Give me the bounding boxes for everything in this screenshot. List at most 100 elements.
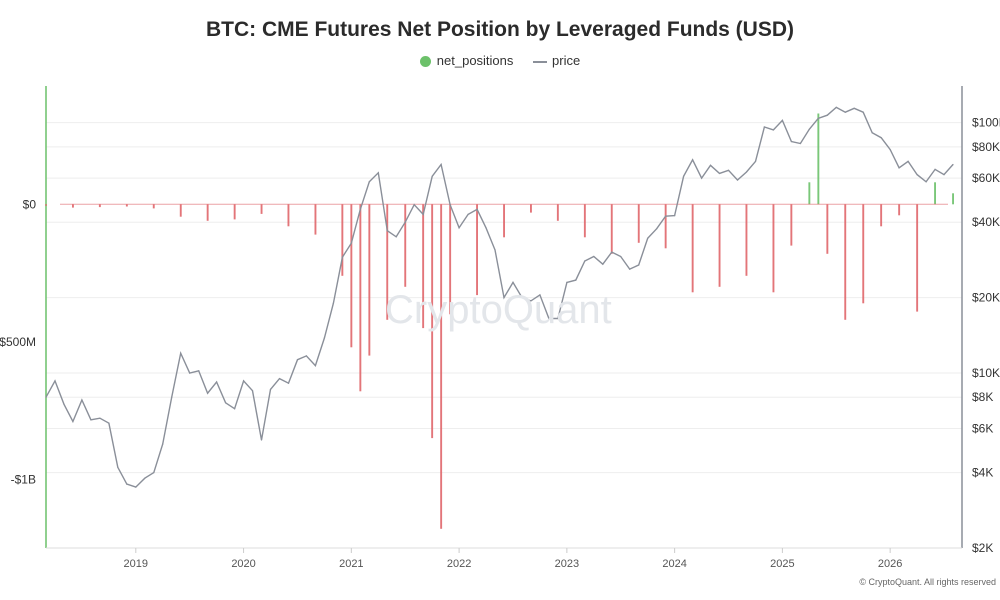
price-point-61 — [593, 255, 595, 258]
price-point-42 — [422, 213, 424, 215]
price-point-100 — [943, 174, 945, 176]
net-position-bar-38 — [862, 204, 865, 304]
right-tick-label-8: $80K — [972, 140, 1000, 154]
price-point-72 — [692, 159, 694, 161]
x-tick-label-2: 2021 — [339, 558, 363, 570]
price-point-8 — [117, 466, 119, 468]
net-position-bar-14 — [368, 204, 371, 356]
price-point-4 — [81, 399, 83, 401]
net-position-bar-16 — [404, 204, 407, 287]
x-tick-label-7: 2026 — [878, 558, 902, 570]
net-position-bar-15 — [386, 204, 389, 320]
price-point-19 — [216, 381, 218, 383]
price-point-57 — [557, 317, 559, 320]
price-point-84 — [799, 142, 802, 145]
legend-price[interactable]: price — [533, 53, 580, 68]
net-position-bar-43 — [952, 193, 954, 205]
price-point-3 — [72, 420, 74, 423]
price-point-97 — [916, 174, 918, 176]
price-point-53 — [521, 297, 523, 299]
net-position-bar-20 — [449, 204, 452, 315]
price-point-1 — [54, 380, 56, 382]
left-tick-label-2: -$1B — [11, 472, 36, 486]
price-point-11 — [144, 477, 146, 479]
net-positions-bars — [45, 113, 954, 529]
price-point-32 — [332, 302, 334, 304]
price-point-20 — [225, 402, 227, 404]
price-point-88 — [835, 106, 837, 108]
price-point-85 — [808, 128, 810, 130]
net-position-bar-27 — [637, 204, 640, 243]
price-point-79 — [754, 160, 757, 162]
gridlines — [46, 122, 962, 549]
price-point-16 — [189, 372, 191, 374]
net-position-bar-35 — [817, 113, 820, 205]
legend: net_positions price — [0, 52, 1000, 68]
price-point-37 — [377, 172, 379, 174]
net-position-bar-17 — [422, 204, 425, 329]
net-position-bar-11 — [341, 204, 344, 276]
x-tick-label-3: 2022 — [447, 558, 471, 570]
net-position-bar-33 — [790, 204, 793, 246]
price-point-94 — [889, 149, 891, 151]
net-position-bar-28 — [664, 204, 667, 249]
price-point-5 — [90, 419, 92, 421]
price-point-54 — [530, 300, 532, 302]
price-point-2 — [63, 403, 65, 405]
net-position-bar-22 — [503, 204, 505, 238]
price-point-92 — [871, 132, 873, 134]
price-point-99 — [934, 168, 936, 170]
net-position-bar-13 — [359, 204, 362, 392]
price-point-56 — [548, 317, 550, 320]
price-point-13 — [162, 443, 164, 445]
price-point-39 — [395, 236, 397, 238]
net-position-bar-6 — [206, 204, 209, 221]
net-position-bar-39 — [880, 204, 883, 227]
price-point-89 — [844, 111, 846, 113]
price-line — [45, 106, 954, 488]
price-point-95 — [898, 167, 900, 169]
price-point-51 — [503, 297, 505, 299]
net-position-bar-18 — [431, 204, 434, 439]
price-point-36 — [368, 181, 370, 183]
right-tick-label-3: $8K — [972, 390, 993, 404]
net-position-bar-37 — [844, 204, 847, 320]
x-axis-ticks: 2019 2020 2021 2022 2023 2024 2025 2026 — [124, 548, 902, 570]
net-position-bar-10 — [314, 204, 317, 235]
net-position-bar-29 — [691, 204, 694, 293]
right-tick-label-2: $6K — [972, 422, 993, 436]
net-position-bar-0 — [45, 204, 47, 206]
price-point-74 — [709, 164, 712, 166]
net-position-bar-26 — [610, 204, 613, 254]
legend-net-positions-swatch — [419, 56, 431, 68]
price-point-93 — [880, 137, 882, 139]
right-tick-label-9: $100K — [972, 116, 1000, 130]
right-tick-label-7: $60K — [972, 171, 1000, 185]
net-position-bar-19 — [440, 204, 443, 529]
price-point-21 — [234, 408, 236, 410]
x-tick-label-1: 2020 — [231, 558, 255, 570]
price-point-7 — [108, 422, 110, 424]
price-point-34 — [350, 242, 352, 244]
price-point-75 — [718, 172, 721, 174]
price-point-15 — [180, 352, 182, 354]
price-point-96 — [907, 160, 909, 162]
price-point-50 — [494, 249, 496, 251]
price-point-81 — [772, 129, 775, 131]
price-point-68 — [656, 228, 658, 230]
price-point-0 — [45, 396, 47, 398]
legend-net-positions[interactable]: net_positions — [419, 53, 513, 68]
net-position-bar-32 — [772, 204, 775, 293]
price-point-22 — [243, 380, 245, 382]
right-tick-label-0: $2K — [972, 541, 993, 555]
net-position-bar-34 — [808, 182, 811, 205]
price-point-12 — [153, 472, 155, 474]
price-point-10 — [135, 486, 137, 488]
price-point-43 — [431, 175, 433, 177]
price-point-35 — [359, 208, 361, 210]
price-point-49 — [485, 227, 487, 229]
price-point-47 — [467, 213, 469, 215]
price-point-70 — [674, 215, 676, 217]
net-position-bar-40 — [898, 204, 901, 216]
